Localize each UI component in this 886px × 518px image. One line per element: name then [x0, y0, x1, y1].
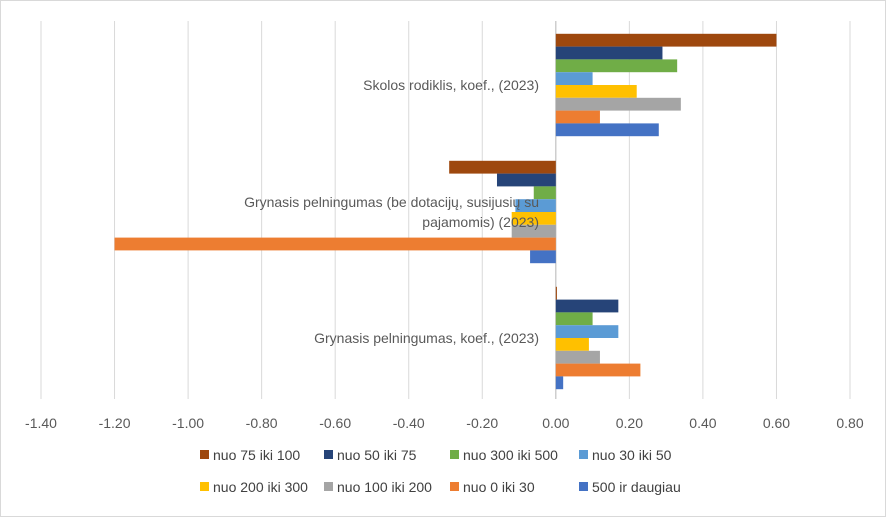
bar — [555, 33, 777, 47]
bar — [555, 123, 659, 137]
bar — [555, 350, 600, 364]
bar — [555, 363, 641, 377]
x-tick-label: 0.20 — [616, 415, 643, 431]
x-tick-label: -0.60 — [319, 415, 351, 431]
legend-swatch — [200, 482, 209, 491]
bar — [555, 338, 589, 351]
legend-item: nuo 300 iki 500 — [450, 447, 558, 463]
x-tick-label: -1.00 — [172, 415, 204, 431]
x-tick-label: -0.80 — [246, 415, 278, 431]
category-label: Skolos rodiklis, koef., (2023) — [363, 77, 539, 93]
bar — [530, 250, 556, 264]
bar — [555, 286, 557, 300]
bar — [555, 72, 593, 85]
x-tick-label: 0.00 — [542, 415, 569, 431]
x-axis-ticks: -1.40 -1.20 -1.00 -0.80 -0.60 -0.40 -0.20 0.00 0… — [25, 415, 864, 431]
bar — [555, 59, 678, 73]
legend-swatch — [579, 482, 588, 491]
legend-label: nuo 50 iki 75 — [337, 447, 417, 463]
legend-label: nuo 300 iki 500 — [463, 447, 558, 463]
bar — [555, 312, 593, 326]
bar — [555, 110, 600, 124]
legend-swatch — [324, 482, 333, 491]
legend-item: nuo 200 iki 300 — [200, 479, 308, 495]
x-tick-label: 0.40 — [689, 415, 716, 431]
bar — [555, 85, 637, 98]
legend-swatch — [450, 450, 459, 459]
legend-item: nuo 75 iki 100 — [200, 447, 300, 463]
x-tick-label: 0.80 — [836, 415, 863, 431]
bar — [533, 186, 556, 200]
x-tick-label: 0.60 — [763, 415, 790, 431]
bar — [511, 224, 556, 238]
bar — [114, 237, 556, 251]
legend-label: 500 ir daugiau — [592, 479, 681, 495]
bar — [555, 46, 663, 60]
bar — [449, 160, 556, 174]
legend-swatch — [200, 450, 209, 459]
legend-swatch — [324, 450, 333, 459]
legend-item: nuo 100 iki 200 — [324, 479, 432, 495]
x-tick-label: -0.20 — [466, 415, 498, 431]
legend-label: nuo 200 iki 300 — [213, 479, 308, 495]
legend-item: nuo 30 iki 50 — [579, 447, 672, 463]
legend-label: nuo 30 iki 50 — [592, 447, 672, 463]
bar — [511, 212, 556, 225]
bar — [496, 173, 556, 187]
x-tick-label: -1.20 — [99, 415, 131, 431]
x-tick-label: -0.40 — [393, 415, 425, 431]
x-tick-label: -1.40 — [25, 415, 57, 431]
bar — [515, 199, 556, 212]
bar — [555, 299, 619, 313]
category-label: pajamomis) (2023) — [422, 214, 539, 230]
legend-item: 500 ir daugiau — [579, 479, 681, 495]
bar — [555, 97, 681, 111]
legend-label: nuo 75 iki 100 — [213, 447, 300, 463]
legend-item: nuo 0 iki 30 — [450, 479, 535, 495]
bar — [555, 376, 564, 390]
legend: nuo 75 iki 100 nuo 50 iki 75 nuo 300 iki 5… — [200, 447, 681, 495]
legend-swatch — [450, 482, 459, 491]
category-labels: Skolos rodiklis, koef., (2023) Grynasis p… — [244, 77, 539, 346]
category-label: Grynasis pelningumas, koef., (2023) — [314, 330, 539, 346]
legend-item: nuo 50 iki 75 — [324, 447, 417, 463]
category-label: Grynasis pelningumas (be dotacijų, susij… — [244, 194, 539, 210]
legend-label: nuo 0 iki 30 — [463, 479, 535, 495]
bars — [114, 33, 777, 390]
legend-swatch — [579, 450, 588, 459]
bar — [555, 325, 619, 338]
legend-label: nuo 100 iki 200 — [337, 479, 432, 495]
